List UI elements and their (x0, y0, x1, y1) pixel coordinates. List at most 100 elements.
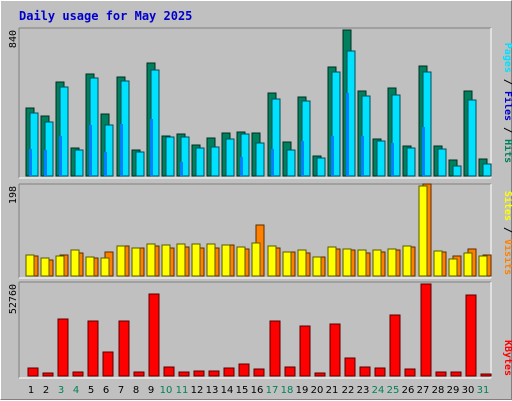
chart-title: Daily usage for May 2025 (19, 9, 192, 23)
bar-kbytes-day-21 (329, 323, 341, 377)
day-label-25: 25 (387, 385, 400, 396)
day-label-17: 17 (266, 385, 279, 396)
bar-files-day-18 (286, 149, 296, 177)
day-label-22: 22 (342, 385, 355, 396)
bar-kbytes-day-9 (148, 293, 160, 377)
bar-pages-day-6 (104, 152, 107, 176)
bar-kbytes-day-22 (344, 357, 356, 377)
bar-sites-day-17 (267, 245, 277, 277)
bar-sites-day-6 (100, 257, 110, 277)
bar-sites-day-12 (191, 243, 201, 277)
bar-sites-day-14 (221, 244, 231, 277)
bar-kbytes-day-25 (389, 314, 401, 377)
bar-kbytes-day-19 (299, 325, 311, 377)
day-label-15: 15 (236, 385, 249, 396)
bar-kbytes-day-17 (269, 320, 281, 377)
bar-sites-day-22 (342, 248, 352, 277)
bar-files-day-27 (422, 71, 432, 177)
day-label-20: 20 (311, 385, 324, 396)
bar-sites-day-5 (85, 256, 95, 277)
bar-kbytes-day-31 (480, 373, 492, 377)
bar-pages-day-3 (59, 136, 62, 176)
bar-kbytes-day-5 (87, 320, 99, 377)
day-label-12: 12 (191, 385, 204, 396)
day-label-19: 19 (296, 385, 309, 396)
bar-sites-day-20 (312, 256, 322, 277)
bar-kbytes-day-18 (284, 366, 296, 377)
bar-kbytes-day-16 (253, 368, 265, 377)
bar-pages-day-5 (89, 125, 92, 176)
bar-sites-day-7 (116, 245, 126, 277)
day-label-8: 8 (133, 385, 139, 396)
day-label-4: 4 (73, 385, 79, 396)
legend-item-visits: Visits (502, 239, 512, 275)
bar-sites-day-30 (463, 252, 473, 277)
bar-files-day-14 (225, 138, 235, 177)
bar-files-day-31 (482, 163, 492, 177)
bar-sites-day-13 (206, 243, 216, 277)
bar-kbytes-day-13 (208, 370, 220, 377)
day-label-27: 27 (417, 385, 430, 396)
day-label-9: 9 (148, 385, 154, 396)
day-label-28: 28 (432, 385, 445, 396)
bar-files-day-3 (59, 86, 69, 177)
bar-kbytes-day-2 (42, 372, 54, 377)
bar-pages-day-21 (331, 136, 334, 176)
bar-sites-day-27 (418, 185, 428, 277)
bar-files-day-29 (452, 165, 462, 177)
bar-files-day-21 (331, 71, 341, 177)
bar-sites-day-10 (161, 244, 171, 277)
day-label-6: 6 (103, 385, 109, 396)
panel-ymax-label: 198 (8, 186, 19, 204)
day-label-29: 29 (447, 385, 460, 396)
bar-pages-day-19 (301, 141, 304, 176)
day-label-24: 24 (372, 385, 385, 396)
bar-kbytes-day-4 (72, 371, 84, 377)
bar-sites-day-21 (327, 246, 337, 277)
bar-files-day-15 (240, 133, 250, 177)
bar-sites-day-9 (146, 243, 156, 277)
day-label-31: 31 (477, 385, 490, 396)
legend-item-kbytes: KBytes (502, 340, 512, 376)
panel-ymax-label: 840 (8, 30, 19, 48)
bar-kbytes-day-24 (374, 367, 386, 377)
bar-pages-day-25 (391, 143, 394, 176)
bar-kbytes-day-23 (359, 366, 371, 377)
bar-kbytes-day-28 (435, 371, 447, 377)
day-label-2: 2 (43, 385, 49, 396)
day-label-7: 7 (118, 385, 124, 396)
panel-pages-files-hits: 840 Pages / Files / Hits (8, 27, 512, 179)
bar-sites-day-4 (70, 249, 80, 277)
bar-files-day-24 (376, 140, 386, 177)
bar-kbytes-day-6 (102, 351, 114, 377)
bar-sites-day-29 (448, 258, 458, 277)
bar-files-day-13 (210, 146, 220, 177)
bar-pages-day-1 (29, 149, 32, 176)
bar-kbytes-day-27 (420, 283, 432, 377)
panel-legend: Pages / Files / Hits (502, 43, 512, 163)
bar-pages-day-2 (44, 150, 47, 176)
bar-files-day-11 (180, 136, 190, 177)
bar-files-day-16 (255, 142, 265, 177)
bar-kbytes-day-12 (193, 370, 205, 377)
bar-sites-day-19 (297, 249, 307, 277)
day-labels: 1 2 3 4 5 6 7 8 9 10 11 12 13 14 15 16 17 18 19 20 21 22 23 24 2… (28, 385, 490, 396)
bar-kbytes-day-1 (27, 367, 39, 377)
panel-ymax-label: 52760 (8, 284, 19, 314)
bar-kbytes-day-3 (57, 318, 69, 377)
bar-pages-day-17 (271, 149, 274, 176)
bar-sites-day-18 (282, 251, 292, 277)
day-label-23: 23 (357, 385, 370, 396)
bar-pages-day-22 (346, 93, 349, 176)
bar-kbytes-day-29 (450, 371, 462, 377)
legend-item-pages: Pages (502, 43, 512, 73)
panel-kbytes: 52760 KBytes (8, 281, 512, 379)
bar-files-day-28 (437, 148, 447, 177)
bar-sites-day-11 (176, 243, 186, 277)
bar-sites-day-15 (236, 246, 246, 277)
bar-files-day-26 (406, 147, 416, 177)
day-label-11: 11 (176, 385, 189, 396)
legend-item-files: Files (502, 91, 512, 121)
day-label-16: 16 (251, 385, 264, 396)
